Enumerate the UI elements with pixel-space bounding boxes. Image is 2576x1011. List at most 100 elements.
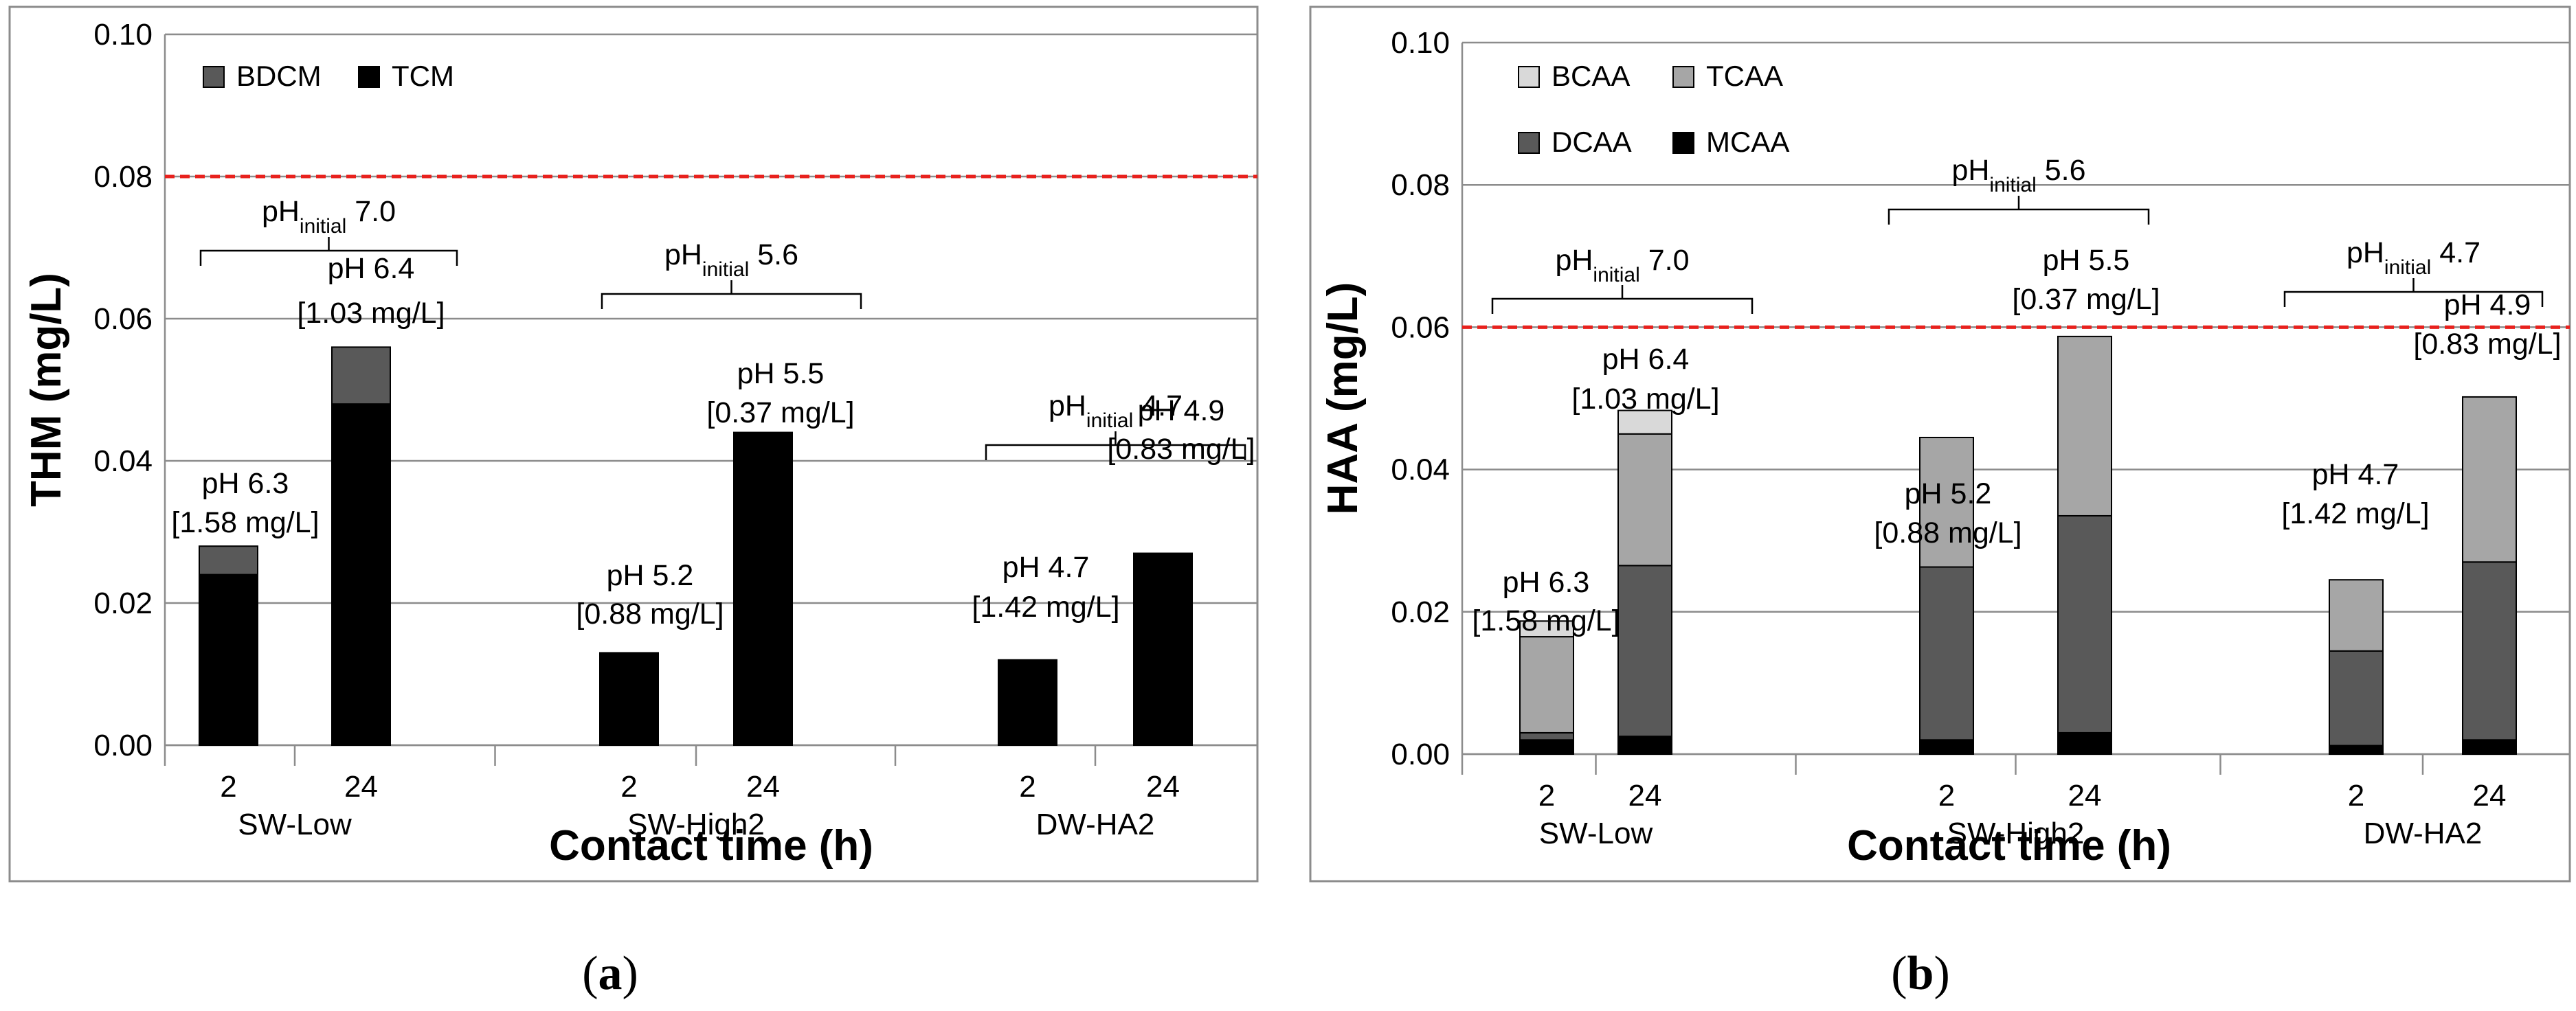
x-tick-label: 24	[1628, 779, 1662, 813]
bar-dcaa	[1919, 566, 1974, 741]
group-brace	[1491, 285, 1754, 314]
bar-label-dose: [0.37 mg/L]	[706, 396, 854, 429]
bar-label-dose: [1.03 mg/L]	[297, 297, 445, 330]
x-tick-label: 24	[2068, 779, 2102, 813]
group-label: SW-Low	[238, 808, 352, 841]
y-tick-label: 0.00	[93, 729, 153, 762]
chart-panel-b: 0.00 0.02 0.04 0.06 0.08 0.10 2 pH 6.3 [1.58 mg/…	[1309, 5, 2571, 1000]
chart-frame	[8, 5, 1259, 883]
bar-label-dose: [1.03 mg/L]	[1571, 383, 1719, 416]
group-label: DW-HA2	[2364, 817, 2483, 850]
bar-label-dose: [0.88 mg/L]	[1874, 516, 2021, 549]
chart-frame	[1309, 5, 2571, 883]
bar-mcaa	[2057, 731, 2112, 756]
bar-bcaa	[1617, 409, 1672, 435]
y-tick-label: 0.02	[1391, 595, 1450, 629]
bar-label-ph: pH 4.7	[2312, 458, 2399, 491]
bar-mcaa	[2329, 745, 2384, 755]
x-tick-label: 2	[1938, 779, 1955, 813]
bar-mcaa	[2462, 739, 2517, 756]
bar-label-dose: [1.42 mg/L]	[2281, 497, 2429, 530]
y-tick-label: 0.10	[93, 18, 153, 52]
group-brace	[199, 237, 458, 266]
x-tick-label: 24	[1146, 770, 1180, 804]
group-initial-ph: pHinitial 5.6	[664, 238, 798, 281]
bar-tcaa	[2462, 396, 2517, 563]
bar-tcaa	[2057, 335, 2112, 516]
bar-dcaa	[2057, 514, 2112, 734]
bar-dcaa	[2462, 561, 2517, 741]
bar-label-ph: pH 5.5	[737, 357, 825, 390]
bar-tcaa	[2329, 579, 2384, 652]
bar-bdcm	[199, 545, 258, 576]
y-axis-title: HAA (mg/L)	[1319, 282, 1367, 515]
group-label: SW-Low	[1539, 817, 1653, 850]
y-tick-label: 0.04	[1391, 453, 1450, 487]
x-tick-label: 2	[1538, 779, 1555, 813]
legend-swatch-dcaa	[1518, 132, 1540, 154]
bar-bdcm	[331, 346, 391, 405]
bar-label-ph: pH 6.3	[1503, 566, 1590, 599]
bar-label-dose: [0.37 mg/L]	[2012, 283, 2160, 316]
legend-label-mcaa: MCAA	[1706, 126, 1789, 158]
bar-label-ph: pH 6.4	[328, 252, 415, 285]
bar-label-ph: pH 6.4	[1602, 343, 1690, 376]
bar-tcaa	[1519, 636, 1574, 734]
x-tick-label: 24	[2473, 779, 2507, 813]
y-tick-label: 0.02	[93, 587, 153, 620]
bar-tcaa	[1617, 433, 1672, 567]
bar-tcm	[998, 659, 1057, 746]
bar-label-ph: pH 4.9	[1138, 394, 1225, 427]
group-brace	[2283, 278, 2544, 307]
x-tick-label: 2	[1019, 770, 1035, 804]
y-tick-label: 0.10	[1391, 26, 1450, 60]
y-tick-label: 0.06	[1391, 310, 1450, 344]
bar-label-ph: pH 5.2	[1905, 477, 1992, 510]
bar-tcaa	[1919, 436, 1974, 568]
bar-label-dose: [1.58 mg/L]	[171, 506, 319, 539]
group-label: DW-HA2	[1036, 808, 1155, 841]
group-brace	[601, 280, 862, 309]
legend-label-bcaa: BCAA	[1552, 60, 1630, 92]
x-tick-label: 2	[620, 770, 637, 804]
bar-mcaa	[1617, 736, 1672, 755]
group-initial-ph: pHinitial 7.0	[262, 195, 396, 238]
bar-label-dose: [0.83 mg/L]	[2413, 328, 2561, 361]
bar-dcaa	[1519, 731, 1574, 741]
bar-tcm	[733, 431, 793, 746]
bar-label-dose: [1.58 mg/L]	[1472, 604, 1620, 637]
bar-dcaa	[1617, 565, 1672, 738]
bar-tcm	[599, 652, 659, 747]
y-tick-label: 0.08	[93, 160, 153, 194]
group-label: SW-High2	[627, 808, 765, 841]
x-tick-label: 24	[344, 770, 378, 804]
bar-label-ph: pH 4.9	[2444, 288, 2531, 321]
legend-swatch-tcm	[358, 66, 380, 88]
bar-label-dose: [0.83 mg/L]	[1107, 433, 1255, 466]
group-initial-ph: pHinitial 5.6	[1951, 154, 2085, 196]
bar-tcm	[331, 403, 391, 746]
y-tick-label: 0.04	[93, 444, 153, 478]
bar-label-ph: pH 5.2	[607, 559, 694, 592]
group-brace	[985, 431, 1246, 460]
group-label: SW-High2	[1947, 817, 2085, 850]
bar-label-ph: pH 4.7	[1003, 551, 1090, 584]
y-tick-label: 0.00	[1391, 738, 1450, 771]
bar-label-dose: [0.88 mg/L]	[576, 598, 724, 631]
chart-panel-a: 0.00 0.02 0.04 0.06 0.08 0.10 2 pH 6.3 [1.58 mg/…	[8, 5, 1259, 1000]
x-axis-title: Contact time (h)	[549, 822, 873, 870]
y-axis-title: THM (mg/L)	[23, 273, 70, 507]
group-initial-ph: pHinitial 4.7	[2347, 236, 2480, 279]
x-tick-label: 24	[746, 770, 780, 804]
legend-swatch-bcaa	[1518, 66, 1540, 88]
bar-mcaa	[1519, 739, 1574, 756]
panel-caption: (b)	[1891, 947, 1950, 1000]
group-initial-ph: pHinitial 4.7	[1049, 389, 1183, 432]
y-tick-label: 0.06	[93, 302, 153, 336]
legend-label-tcaa: TCAA	[1706, 60, 1783, 92]
bar-bcaa	[1519, 620, 1574, 638]
bar-label-ph: pH 5.5	[2043, 244, 2130, 277]
panel-caption: (a)	[582, 947, 638, 1000]
